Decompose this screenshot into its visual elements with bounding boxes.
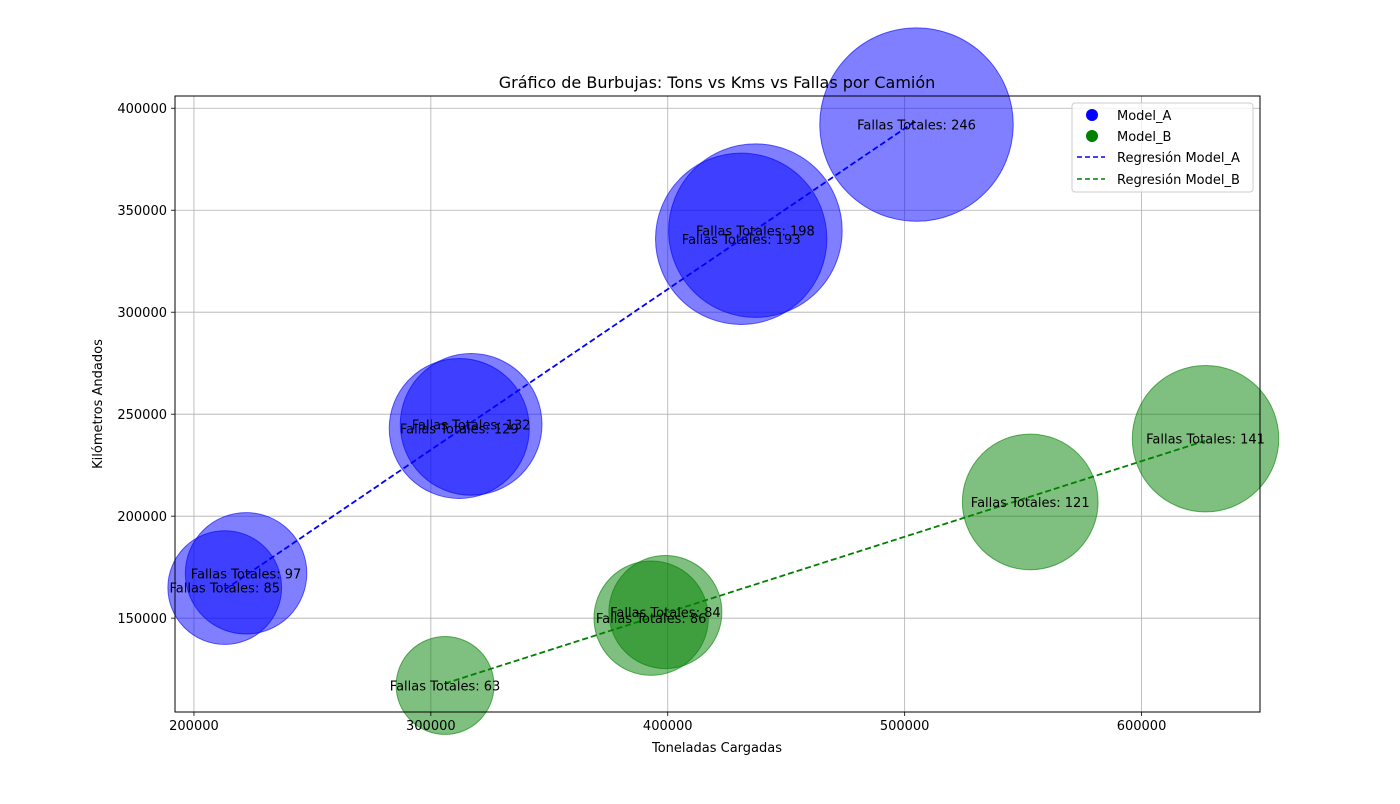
bubble-model-b [1131,364,1280,513]
x-tick-label: 300000 [406,719,456,734]
y-tick-label: 400000 [117,102,167,117]
bubble-label: Fallas Totales: 85 [169,582,280,597]
regression-line-model-b [444,439,1206,685]
legend-label-model-b: Model_B [1117,130,1171,145]
bubble-label: Fallas Totales: 129 [400,422,519,437]
y-axis-title: Kilómetros Andados [91,339,106,469]
legend-label-regression-b: Regresión Model_B [1117,173,1240,188]
bubble-label: Fallas Totales: 63 [390,679,501,694]
bubble-label: Fallas Totales: 84 [610,606,721,621]
x-tick-label: 600000 [1117,719,1167,734]
chart-title: Gráfico de Burbujas: Tons vs Kms vs Fall… [499,73,936,92]
legend: Model_A Model_B Regresión Model_A Regres… [1071,102,1254,193]
bubble-label: Fallas Totales: 97 [191,567,302,582]
bubble-model-a [819,27,1014,222]
legend-marker-model-b [1086,130,1098,142]
plot-frame [174,95,1261,713]
bubble-model-a [399,353,543,496]
bubble-label: Fallas Totales: 198 [696,225,815,240]
bubble-model-a [668,143,843,318]
bubble-label: Fallas Totales: 86 [596,612,707,627]
legend-label-model-a: Model_A [1117,109,1172,124]
x-tick-label: 400000 [643,719,693,734]
bubble-model-b [961,433,1099,571]
y-tick-label: 350000 [117,204,167,219]
legend-label-regression-a: Regresión Model_A [1117,151,1240,166]
x-tick-label: 200000 [169,719,219,734]
legend-box [1071,102,1254,193]
bubble-label: Fallas Totales: 246 [857,119,976,134]
y-tick-label: 300000 [117,306,167,321]
bubble-label: Fallas Totales: 132 [412,418,531,433]
bubble-label: Fallas Totales: 193 [682,233,801,248]
bubble-label: Fallas Totales: 141 [1146,433,1265,448]
bubble-model-b [608,555,723,670]
bubble-model-b [395,636,495,735]
x-tick-label: 500000 [880,719,930,734]
y-tick-label: 200000 [117,510,167,525]
bubble-label: Fallas Totales: 121 [971,496,1090,511]
legend-marker-model-a [1086,109,1098,121]
bubble-model-a [184,512,308,635]
y-tick-label: 250000 [117,408,167,423]
x-axis-title: Toneladas Cargadas [651,741,782,756]
y-tick-label: 150000 [117,612,167,627]
bubble-layer [167,27,1280,735]
tick-layer: 200000 300000 400000 500000 600000 150000 2000… [117,102,1166,734]
